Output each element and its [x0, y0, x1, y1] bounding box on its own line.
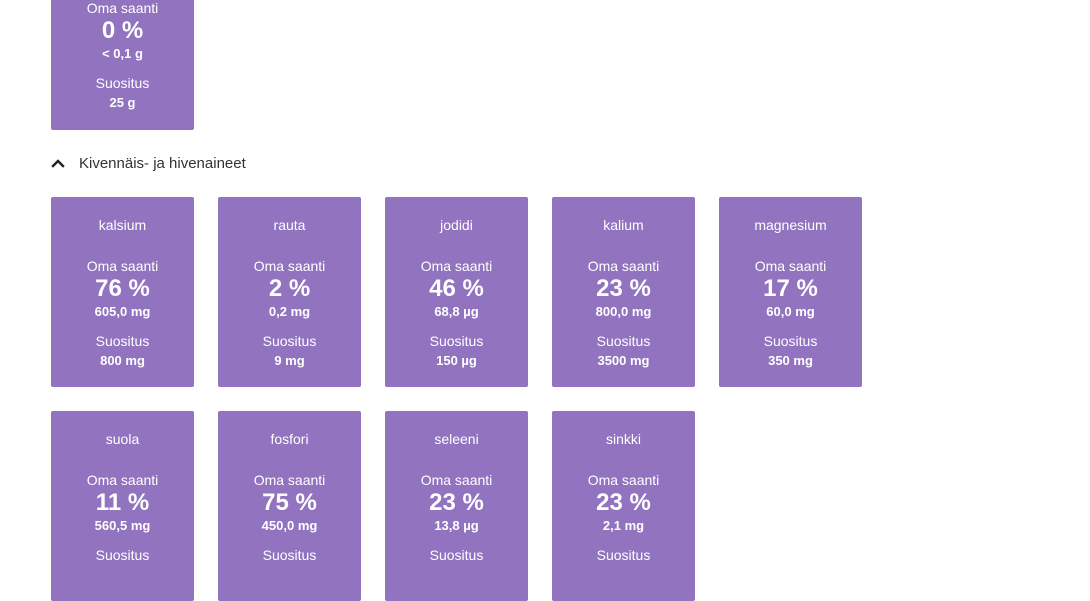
recommendation-value: 25 g	[109, 95, 136, 110]
intake-label: Oma saanti	[587, 258, 660, 274]
intake-label: Oma saanti	[420, 472, 493, 488]
intake-amount: < 0,1 g	[102, 46, 143, 61]
intake-amount: 800,0 mg	[595, 304, 652, 319]
intake-amount: 2,1 mg	[602, 518, 645, 533]
section-toggle-minerals[interactable]: Kivennäis- ja hivenaineet	[51, 153, 246, 173]
intake-percent: 17 %	[763, 275, 818, 302]
nutrient-card: kalium Oma saanti 23 % 800,0 mg Suositus 3500…	[552, 197, 695, 387]
nutrient-card: jodidi Oma saanti 46 % 68,8 µg Suositus 150 µ…	[385, 197, 528, 387]
recommendation-value: 350 mg	[768, 353, 813, 368]
recommendation-label: Suositus	[596, 333, 651, 349]
nutrient-name: fosfori	[270, 431, 309, 447]
nutrient-name: kalium	[603, 217, 644, 233]
recommendation-label: Suositus	[262, 333, 317, 349]
intake-amount: 560,5 mg	[94, 518, 151, 533]
nutrient-name: sinkki	[605, 431, 641, 447]
nutrient-card-top: Oma saanti 0 % < 0,1 g Suositus 25 g	[51, 0, 194, 130]
intake-percent: 46 %	[429, 275, 484, 302]
nutrient-name: kalsium	[98, 217, 147, 233]
intake-percent: 76 %	[95, 275, 150, 302]
intake-amount: 60,0 mg	[766, 304, 815, 319]
intake-percent: 0 %	[101, 17, 144, 44]
recommendation-label: Suositus	[763, 333, 818, 349]
nutrient-card: sinkki Oma saanti 23 % 2,1 mg Suositus	[552, 411, 695, 601]
recommendation-value: 3500 mg	[597, 353, 650, 368]
recommendation-label: Suositus	[429, 333, 484, 349]
intake-label: Oma saanti	[420, 258, 493, 274]
nutrient-card: fosfori Oma saanti 75 % 450,0 mg Suositus	[218, 411, 361, 601]
intake-amount: 0,2 mg	[268, 304, 311, 319]
section-title: Kivennäis- ja hivenaineet	[79, 154, 246, 172]
recommendation-label: Suositus	[262, 547, 317, 563]
recommendation-value: 9 mg	[274, 353, 305, 368]
intake-percent: 23 %	[596, 489, 651, 516]
intake-label: Oma saanti	[86, 258, 159, 274]
intake-percent: 23 %	[596, 275, 651, 302]
intake-label: Oma saanti	[86, 472, 159, 488]
intake-amount: 450,0 mg	[261, 518, 318, 533]
recommendation-value: 800 mg	[100, 353, 145, 368]
nutrient-name: suola	[105, 431, 140, 447]
recommendation-label: Suositus	[429, 547, 484, 563]
intake-amount: 68,8 µg	[434, 304, 479, 319]
intake-percent: 11 %	[95, 489, 150, 516]
recommendation-label: Suositus	[95, 547, 150, 563]
intake-label: Oma saanti	[253, 258, 326, 274]
nutrient-name: rauta	[273, 217, 306, 233]
nutrient-card: magnesium Oma saanti 17 % 60,0 mg Suositus 35…	[719, 197, 862, 387]
recommendation-value: 150 µg	[436, 353, 477, 368]
intake-percent: 2 %	[268, 275, 311, 302]
nutrient-name: jodidi	[440, 217, 473, 233]
nutrient-card: rauta Oma saanti 2 % 0,2 mg Suositus 9 mg	[218, 197, 361, 387]
nutrient-card: kalsium Oma saanti 76 % 605,0 mg Suositus 800…	[51, 197, 194, 387]
intake-percent: 75 %	[262, 489, 317, 516]
intake-label: Oma saanti	[253, 472, 326, 488]
nutrient-card: suola Oma saanti 11 % 560,5 mg Suositus	[51, 411, 194, 601]
intake-amount: 13,8 µg	[434, 518, 479, 533]
recommendation-label: Suositus	[95, 333, 150, 349]
intake-label: Oma saanti	[587, 472, 660, 488]
nutrient-name: magnesium	[754, 217, 827, 233]
nutrient-name: seleeni	[434, 431, 479, 447]
intake-percent: 23 %	[429, 489, 484, 516]
intake-label: Oma saanti	[86, 0, 159, 16]
nutrient-card: seleeni Oma saanti 23 % 13,8 µg Suositus	[385, 411, 528, 601]
chevron-up-icon	[51, 156, 65, 170]
intake-label: Oma saanti	[754, 258, 827, 274]
intake-amount: 605,0 mg	[94, 304, 151, 319]
recommendation-label: Suositus	[596, 547, 651, 563]
recommendation-label: Suositus	[95, 75, 150, 91]
